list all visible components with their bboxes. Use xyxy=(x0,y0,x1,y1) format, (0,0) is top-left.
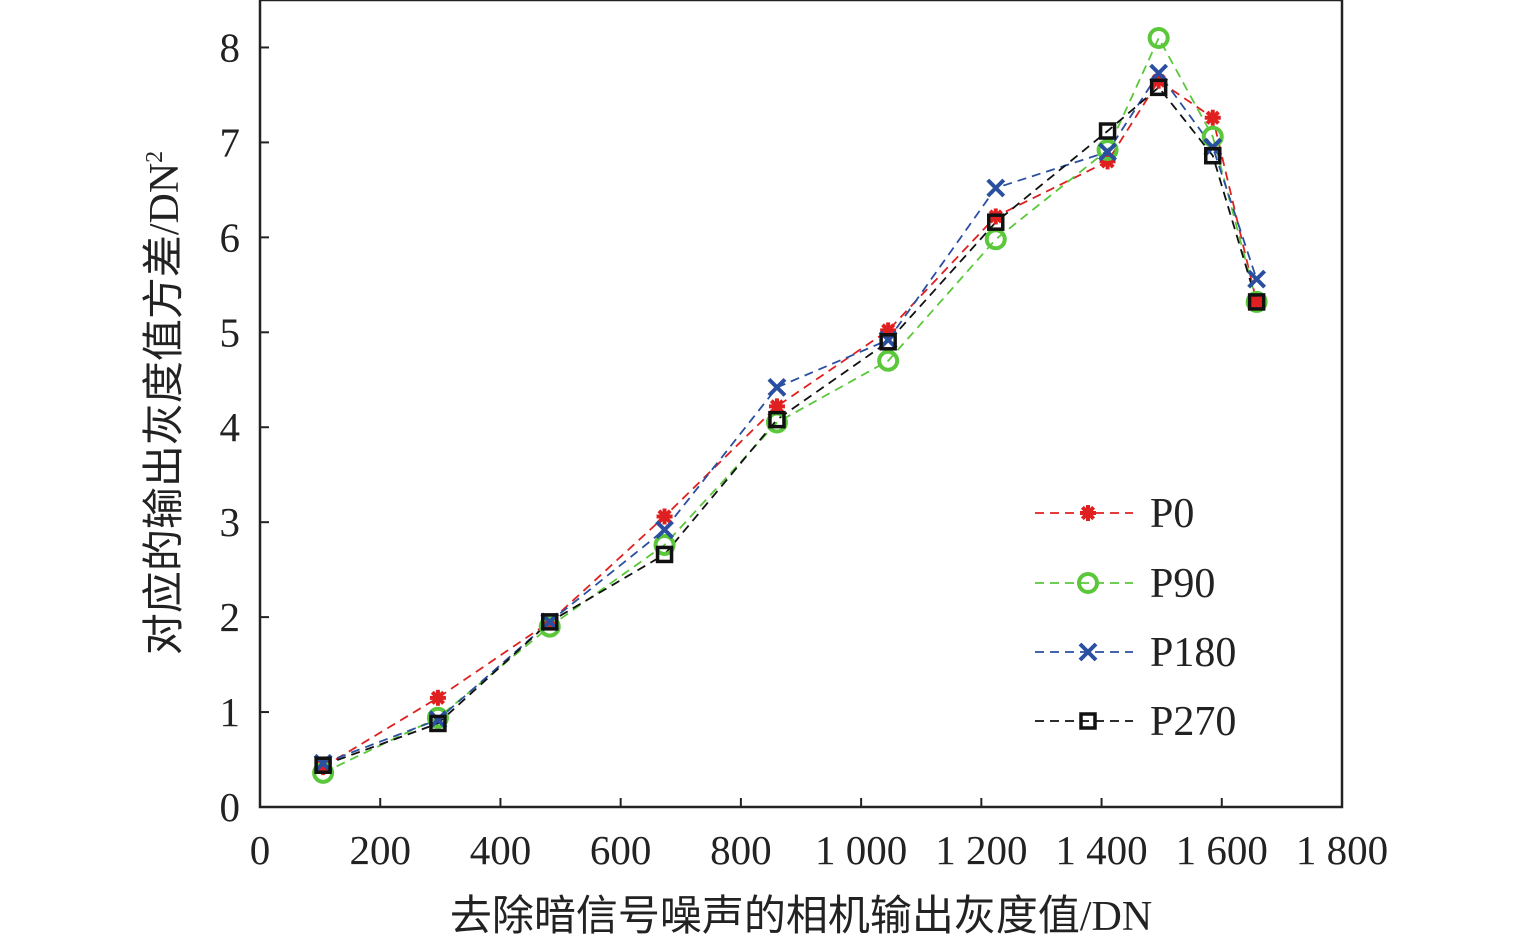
data-point-p270 xyxy=(879,333,897,351)
data-point-p270 xyxy=(429,714,447,733)
x-tick-label: 800 xyxy=(710,827,772,873)
data-point-p0 xyxy=(429,689,446,706)
data-point-p90 xyxy=(984,228,1007,251)
x-tick-label: 600 xyxy=(590,827,652,873)
data-point-p270 xyxy=(314,756,332,774)
data-point-p270 xyxy=(987,213,1005,231)
plot-frame xyxy=(258,0,1344,809)
data-point-p90 xyxy=(1245,290,1268,313)
data-point-p90 xyxy=(426,706,449,729)
data-point-p270 xyxy=(540,613,559,631)
legend-label-p180: P180 xyxy=(1150,630,1236,676)
y-tick-label: 4 xyxy=(220,404,241,450)
y-tick-label: 8 xyxy=(220,24,241,70)
x-tick-label: 200 xyxy=(349,827,411,873)
x-tick-label: 1 600 xyxy=(1176,827,1268,873)
y-axis-label: 对应的输出灰度值方差/DN2 xyxy=(141,151,188,655)
axis-ticks: 0 200 400 600 800 1 000 1 200 1 400 1 600 1 800 0 1… xyxy=(220,24,1389,873)
data-point-p0 xyxy=(656,508,673,525)
x-tick-label: 1 200 xyxy=(935,827,1027,873)
data-point-p270 xyxy=(1149,78,1168,97)
legend-label-p0: P0 xyxy=(1150,491,1194,537)
y-tick-label: 7 xyxy=(220,119,241,165)
x-tick-label: 1 800 xyxy=(1296,827,1388,873)
data-point-p270 xyxy=(1247,293,1266,311)
data-point-p180 xyxy=(1247,269,1267,289)
x-tick-label: 1 000 xyxy=(815,827,907,873)
data-point-p180 xyxy=(655,520,674,540)
y-tick-label: 2 xyxy=(220,594,241,640)
y-axis-label-text: 对应的输出灰度值方差/DN xyxy=(141,163,188,655)
series-line-p0 xyxy=(322,79,1258,768)
data-point-p270 xyxy=(1204,146,1222,165)
legend-marker-p270 xyxy=(1079,712,1097,730)
data-point-p90 xyxy=(1147,26,1170,49)
data-point-p180 xyxy=(1149,63,1169,83)
x-tick-label: 0 xyxy=(250,827,271,873)
legend-marker-p180 xyxy=(1078,642,1098,662)
data-point-p90 xyxy=(653,533,676,556)
data-point-p270 xyxy=(768,410,786,429)
series-line-p90 xyxy=(322,35,1258,774)
data-point-p90 xyxy=(1096,139,1119,162)
y-tick-label: 1 xyxy=(220,689,241,735)
y-tick-label: 6 xyxy=(220,214,241,260)
data-point-p180 xyxy=(986,178,1006,198)
data-point-p270 xyxy=(655,545,674,564)
y-tick-label: 0 xyxy=(220,784,241,830)
legend-label-p270: P270 xyxy=(1150,699,1236,745)
data-point-p270 xyxy=(1098,122,1117,140)
series-markers xyxy=(312,26,1268,784)
y-axis-label-superscript: 2 xyxy=(142,151,168,163)
series-line-p180 xyxy=(322,71,1258,765)
x-tick-label: 1 400 xyxy=(1055,827,1147,873)
data-point-p90 xyxy=(877,349,900,372)
series-line-p270 xyxy=(322,86,1258,767)
data-point-p180 xyxy=(767,377,787,397)
x-axis-label: 去除暗信号噪声的相机输出灰度值/DN xyxy=(450,893,1152,940)
legend-marker-p0 xyxy=(1080,505,1096,521)
data-point-p180 xyxy=(1098,142,1117,162)
legend-marker-p90 xyxy=(1077,572,1099,594)
y-tick-label: 5 xyxy=(220,309,241,355)
legend-label-p90: P90 xyxy=(1150,561,1215,607)
x-tick-label: 400 xyxy=(470,827,532,873)
data-point-p0 xyxy=(1204,109,1221,126)
legend: P0 P90 P180 P270 xyxy=(1035,491,1236,745)
data-point-p90 xyxy=(538,615,561,638)
y-tick-label: 3 xyxy=(220,499,241,545)
